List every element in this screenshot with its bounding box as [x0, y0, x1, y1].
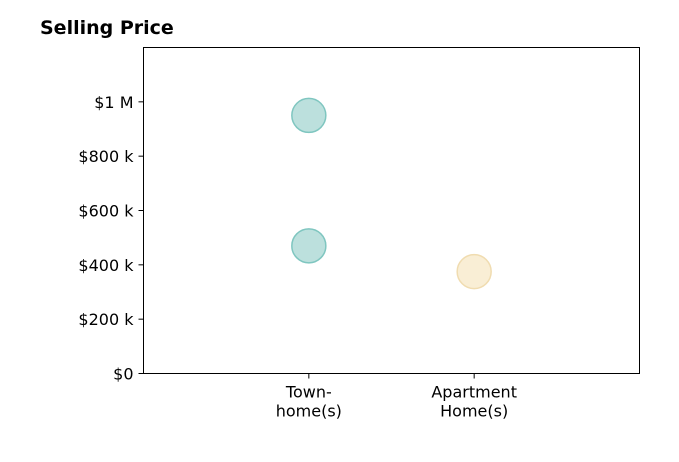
y-tick-label: $0 — [113, 365, 133, 384]
data-points — [291, 97, 492, 290]
x-axis: Town-home(s) Apartment Home(s) — [276, 373, 517, 421]
y-tick-label: $200 k — [78, 310, 134, 329]
data-point — [291, 228, 327, 264]
y-tick-label: $800 k — [78, 147, 134, 166]
chart-title: Selling Price — [40, 17, 174, 39]
y-tick-label: $600 k — [78, 202, 134, 221]
data-point — [456, 253, 492, 290]
y-tick-label: $1 M — [94, 93, 133, 112]
x-tick-label: Town-home(s) — [276, 383, 342, 421]
data-point — [291, 97, 327, 134]
x-tick-label: Apartment Home(s) — [431, 383, 517, 421]
plot-area — [143, 47, 640, 374]
y-tick-label: $400 k — [78, 256, 134, 275]
y-axis: $0 $200 k $400 k $600 k $800 k $1 M — [78, 93, 144, 384]
